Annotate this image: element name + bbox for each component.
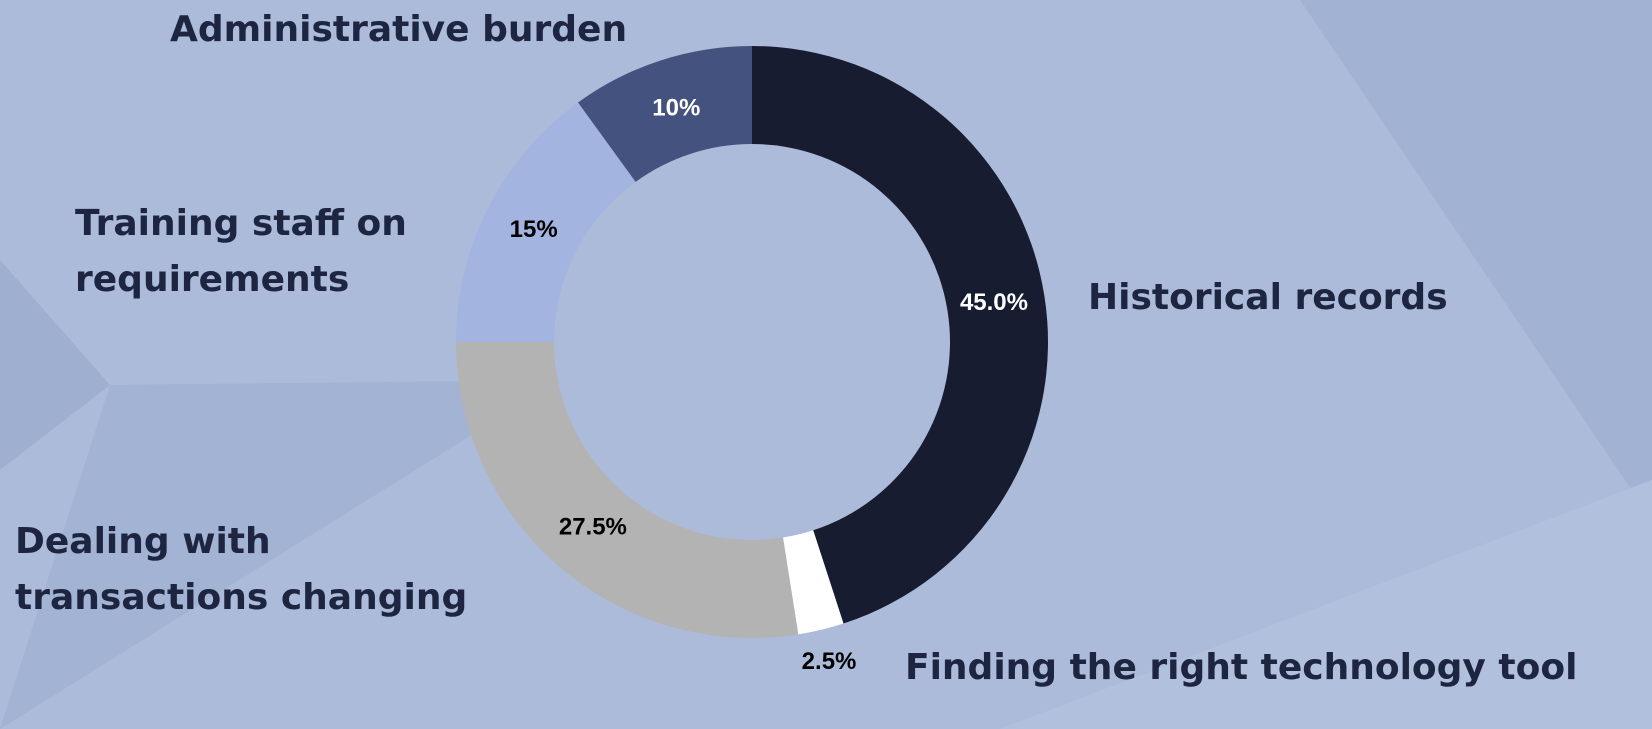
donut-slice (752, 46, 1049, 624)
background-facet (1000, 480, 1652, 729)
background-facet (1300, 0, 1652, 520)
background-facet (0, 380, 560, 729)
value-label: 45.0% (960, 289, 1028, 316)
category-label: Historical records (1088, 277, 1448, 318)
category-label: Finding the right technology tool (905, 647, 1578, 688)
category-label: Dealing with transactions changing (15, 521, 468, 618)
category-label: Training staff on requirements (75, 203, 407, 300)
category-label: Administrative burden (170, 9, 628, 50)
value-label: 27.5% (559, 514, 627, 541)
value-label: 10% (652, 94, 700, 121)
donut-slice (578, 46, 752, 182)
value-label: 15% (510, 216, 558, 243)
donut-slice (782, 530, 844, 635)
donut-slice (456, 102, 636, 342)
donut: 45.0% 2.5% 27.5% 15% 10% (456, 46, 1049, 675)
donut-slice (456, 342, 799, 638)
background-facet (0, 260, 110, 470)
value-label: 2.5% (802, 648, 857, 675)
